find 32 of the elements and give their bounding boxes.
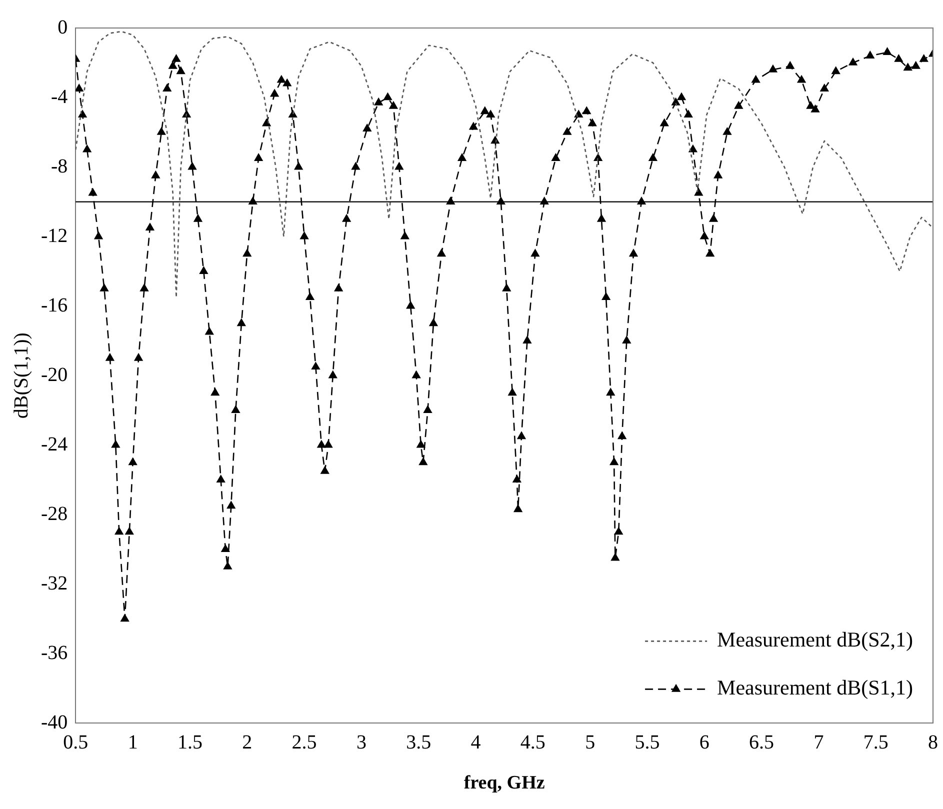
- x-tick-label: 7: [814, 731, 824, 754]
- y-tick-label: 0: [58, 16, 68, 38]
- x-tick-label: 1.5: [177, 731, 202, 754]
- x-tick-label: 5: [585, 731, 596, 754]
- x-tick-label: 7.5: [863, 731, 888, 754]
- y-tick-label: -40: [40, 711, 68, 734]
- y-tick-label: -36: [40, 642, 68, 664]
- x-tick-label: 6: [699, 731, 710, 754]
- line-series: [76, 30, 933, 298]
- x-tick-label: 3.5: [406, 731, 432, 754]
- x-tick-label: 1: [128, 731, 138, 754]
- legend-label: Measurement dB(S1,1): [717, 676, 914, 700]
- x-tick-label: 6.5: [749, 731, 774, 754]
- y-tick-label: -8: [50, 155, 68, 178]
- y-tick-label: -28: [40, 502, 68, 525]
- y-tick-label: -16: [40, 294, 68, 316]
- legend-label: Measurement dB(S2,1): [717, 628, 914, 652]
- y-tick-label: -24: [40, 433, 68, 456]
- x-tick-label: 2: [242, 731, 252, 754]
- y-tick-label: -4: [50, 86, 68, 108]
- y-tick-label: -32: [40, 572, 68, 594]
- x-tick-label: 8: [928, 731, 938, 754]
- x-tick-label: 2.5: [292, 731, 317, 754]
- y-tick-label: -20: [40, 364, 68, 386]
- y-tick-label: -12: [40, 224, 68, 247]
- x-tick-label: 3: [356, 731, 366, 754]
- x-axis-title: freq, GHz: [464, 772, 546, 794]
- y-axis-title: dB(S(1,1)): [10, 332, 32, 419]
- x-tick-label: 0.5: [63, 731, 88, 754]
- x-tick-label: 4.5: [520, 731, 546, 754]
- x-tick-label: 5.5: [634, 731, 660, 754]
- x-tick-label: 4: [470, 731, 481, 754]
